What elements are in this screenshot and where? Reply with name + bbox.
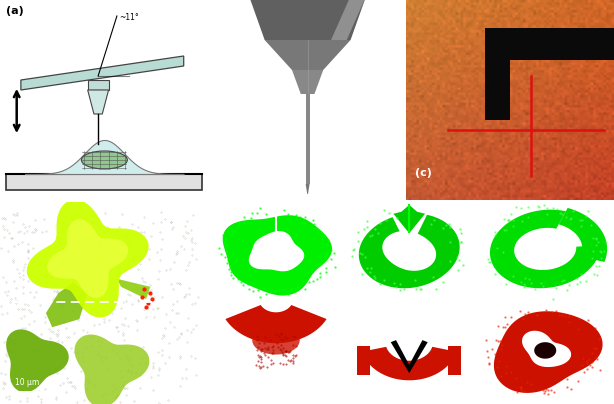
Polygon shape	[47, 219, 128, 298]
Polygon shape	[306, 184, 309, 194]
Text: (c): (c)	[415, 168, 432, 178]
Polygon shape	[292, 70, 323, 94]
Polygon shape	[21, 56, 184, 90]
Polygon shape	[534, 342, 556, 359]
Polygon shape	[252, 326, 300, 355]
Polygon shape	[225, 305, 327, 343]
Polygon shape	[223, 215, 332, 295]
Text: (a): (a)	[6, 6, 24, 16]
Text: 10 μm: 10 μm	[15, 378, 39, 387]
Bar	[485, 60, 510, 120]
Bar	[448, 346, 460, 375]
Bar	[485, 28, 614, 60]
Polygon shape	[394, 205, 425, 233]
Polygon shape	[88, 90, 109, 114]
Bar	[485, 56, 510, 64]
Text: ~11°: ~11°	[119, 13, 139, 22]
Polygon shape	[249, 0, 366, 40]
Polygon shape	[117, 279, 150, 299]
Polygon shape	[27, 200, 149, 318]
Polygon shape	[265, 40, 351, 70]
Polygon shape	[74, 335, 149, 404]
Polygon shape	[391, 340, 428, 373]
Polygon shape	[88, 80, 109, 90]
Text: (g): (g)	[483, 204, 502, 214]
Polygon shape	[331, 0, 366, 40]
Bar	[306, 94, 309, 184]
Ellipse shape	[82, 151, 127, 169]
Polygon shape	[559, 208, 607, 262]
Polygon shape	[362, 347, 457, 380]
Bar	[357, 346, 370, 375]
Polygon shape	[6, 329, 69, 392]
Polygon shape	[359, 215, 460, 288]
Text: (e): (e)	[217, 204, 235, 214]
Bar	[6, 174, 203, 190]
Polygon shape	[490, 210, 600, 288]
Text: (f): (f)	[350, 204, 365, 214]
Text: (d): (d)	[9, 202, 26, 212]
Polygon shape	[494, 311, 602, 393]
Polygon shape	[46, 283, 88, 327]
Text: (b): (b)	[223, 178, 242, 188]
